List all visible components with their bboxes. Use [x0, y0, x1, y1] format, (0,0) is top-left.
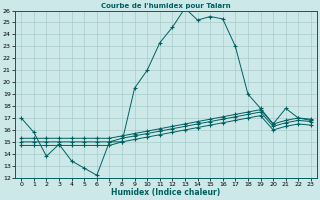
Title: Courbe de l'humidex pour Talarn: Courbe de l'humidex pour Talarn: [101, 3, 231, 9]
X-axis label: Humidex (Indice chaleur): Humidex (Indice chaleur): [111, 188, 221, 197]
